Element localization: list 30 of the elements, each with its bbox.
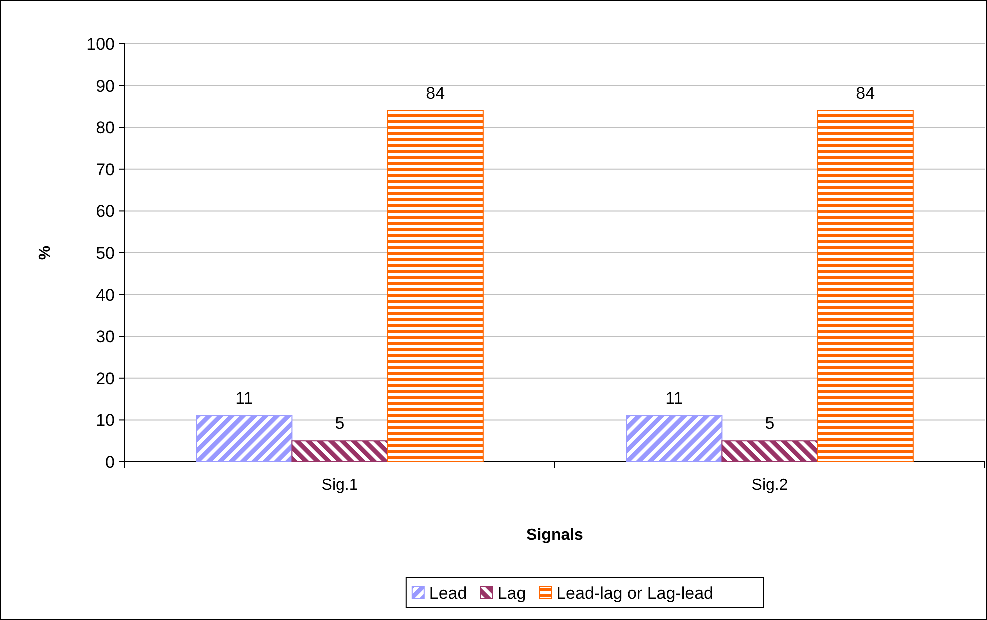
x-tick-label: Sig.2 — [752, 477, 788, 494]
y-tick-label: 90 — [96, 76, 115, 96]
y-tick-label: 70 — [96, 160, 115, 180]
y-tick-label: 20 — [96, 369, 115, 388]
data-label: 11 — [236, 389, 254, 408]
legend-label: Lag — [498, 584, 526, 603]
y-tick-label: 50 — [96, 244, 115, 263]
y-tick-label: 10 — [96, 411, 115, 430]
y-tick-label: 40 — [96, 286, 115, 305]
y-tick-label: 0 — [106, 452, 115, 472]
data-label: 84 — [426, 84, 446, 103]
y-tick-label: 100 — [86, 34, 115, 54]
legend-label: Lead — [429, 584, 468, 603]
data-label: 84 — [856, 84, 876, 103]
bar — [196, 416, 293, 462]
data-label: 5 — [335, 414, 345, 434]
data-label: 11 — [666, 389, 684, 408]
y-tick-label: 30 — [96, 328, 115, 347]
bar — [292, 440, 388, 462]
bar — [722, 440, 818, 462]
bar — [387, 110, 484, 462]
x-axis-title: Signals — [526, 527, 584, 544]
bar — [626, 416, 723, 462]
legend-label: Lead-lag or Lag-lead — [556, 584, 714, 603]
x-tick-label: Sig.1 — [322, 477, 358, 494]
y-tick-label: 60 — [96, 202, 115, 222]
data-label: 5 — [765, 414, 775, 434]
y-tick-label: 80 — [96, 118, 115, 138]
y-axis-title: % — [37, 246, 54, 260]
bar — [817, 110, 914, 462]
